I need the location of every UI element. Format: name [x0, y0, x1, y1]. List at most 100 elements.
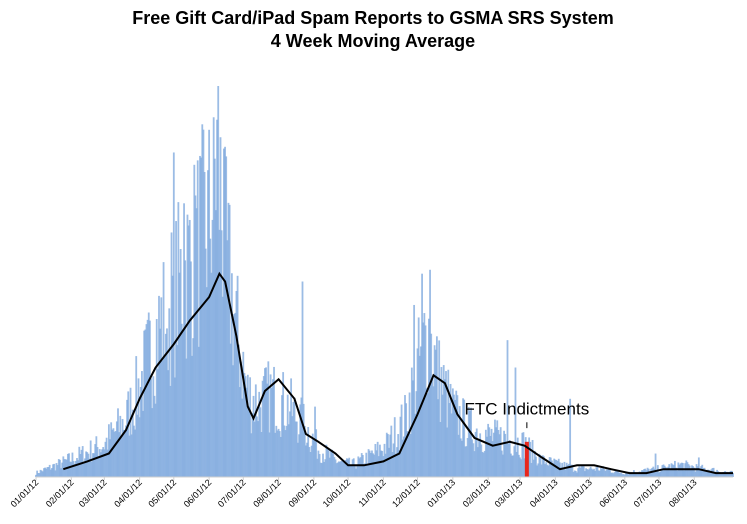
daily-bar [515, 451, 518, 477]
daily-bar [708, 469, 710, 477]
daily-bar [454, 399, 457, 477]
daily-bar [507, 443, 510, 477]
daily-bar [572, 471, 575, 477]
daily-bar [387, 434, 389, 477]
daily-bar [319, 462, 322, 477]
daily-bar [73, 464, 76, 477]
daily-bar [486, 436, 488, 477]
daily-bar [159, 328, 162, 477]
daily-bar [95, 436, 98, 477]
daily-bar [453, 394, 455, 477]
daily-bar [103, 449, 106, 477]
daily-bar [510, 453, 512, 477]
daily-bar [356, 464, 359, 477]
daily-bar [289, 411, 291, 477]
daily-bar [421, 273, 423, 477]
x-tick-label: 02/01/12 [44, 477, 76, 509]
daily-bar [61, 462, 64, 477]
daily-bar [425, 388, 428, 477]
daily-bar [399, 416, 402, 477]
daily-bar [438, 340, 441, 477]
daily-bar [697, 457, 700, 477]
daily-bar [300, 397, 303, 477]
daily-bar [410, 367, 413, 477]
daily-bar [586, 469, 589, 477]
daily-bar [505, 441, 508, 477]
daily-bar [532, 459, 535, 477]
daily-bar [582, 466, 585, 477]
daily-bar [203, 172, 206, 477]
moving-average-line [62, 271, 733, 475]
daily-bar [323, 461, 326, 477]
x-tick-label: 04/01/12 [112, 477, 144, 509]
daily-bar [381, 450, 384, 477]
daily-bar [81, 446, 84, 477]
x-tick-label: 11/01/12 [356, 477, 387, 508]
daily-bar [307, 427, 310, 477]
daily-bar [144, 329, 147, 477]
daily-bar [322, 453, 324, 477]
daily-bar [136, 414, 139, 477]
daily-bar [448, 403, 451, 477]
daily-bar [55, 463, 58, 477]
daily-bar [153, 395, 156, 477]
daily-bar [599, 468, 602, 477]
daily-bar [183, 203, 185, 478]
daily-bar [252, 395, 255, 477]
daily-bar [523, 458, 526, 477]
daily-bar [217, 86, 220, 477]
daily-bar [66, 453, 69, 477]
daily-bar [139, 386, 142, 477]
daily-bar [574, 470, 577, 477]
daily-bar [335, 463, 338, 477]
daily-bar [62, 456, 65, 477]
daily-bar [625, 472, 627, 477]
daily-bar [309, 452, 312, 477]
daily-bar [43, 468, 45, 477]
daily-bar [230, 273, 233, 477]
x-axis-ticks: 01/01/12 02/01/12 03/01/12 04/01/12 05/01/12… [9, 477, 699, 509]
daily-bar [415, 391, 418, 477]
daily-bar [274, 432, 277, 477]
daily-bar [279, 436, 282, 477]
daily-bar [617, 471, 619, 477]
daily-bar [227, 202, 230, 477]
daily-bar [455, 390, 458, 477]
daily-bar [314, 406, 316, 477]
daily-bar [134, 429, 136, 477]
daily-bar [38, 473, 41, 477]
daily-bar [638, 471, 641, 477]
daily-bar [232, 365, 234, 477]
daily-bar [228, 204, 231, 477]
daily-bar [92, 453, 94, 477]
daily-bar [569, 398, 572, 477]
daily-bar [285, 425, 288, 477]
daily-bar [489, 435, 492, 477]
daily-bar [667, 466, 669, 477]
daily-bar [147, 312, 150, 477]
daily-bar [250, 433, 253, 477]
x-tick-label: 01/01/13 [425, 477, 457, 509]
daily-bar [358, 458, 361, 477]
daily-bar [235, 291, 238, 477]
daily-bar [426, 393, 429, 477]
daily-bar [432, 386, 435, 477]
daily-bar [76, 458, 78, 477]
daily-bar [601, 468, 603, 477]
daily-bar [182, 330, 184, 477]
daily-bar [151, 408, 154, 477]
daily-bar [439, 422, 442, 477]
daily-bar [344, 460, 347, 477]
daily-bar [513, 446, 516, 477]
daily-bar [143, 330, 146, 477]
daily-bar [696, 466, 699, 477]
daily-bar [293, 397, 296, 477]
daily-bar [191, 355, 193, 477]
x-tick-label: 05/01/12 [146, 477, 178, 509]
daily-bar [602, 466, 605, 477]
daily-bar [236, 275, 239, 477]
daily-bar [264, 368, 266, 477]
daily-bar [619, 472, 622, 477]
daily-bar [308, 447, 311, 477]
daily-bar [443, 379, 446, 477]
